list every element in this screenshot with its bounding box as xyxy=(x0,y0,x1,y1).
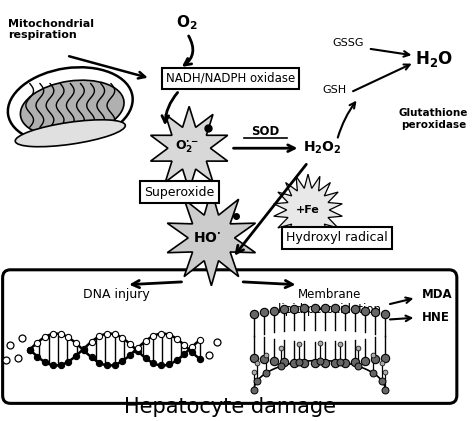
Text: Superoxide: Superoxide xyxy=(145,186,215,199)
Text: Hydroxyl radical: Hydroxyl radical xyxy=(286,232,388,245)
Text: $\mathbf{O_2^{\bullet -}}$: $\mathbf{O_2^{\bullet -}}$ xyxy=(175,138,199,155)
Text: GSSG: GSSG xyxy=(333,37,365,48)
Text: SOD: SOD xyxy=(251,125,280,138)
Text: $\mathbf{O_2}$: $\mathbf{O_2}$ xyxy=(176,13,198,32)
Text: $\mathbf{H_2O}$: $\mathbf{H_2O}$ xyxy=(415,48,453,69)
FancyBboxPatch shape xyxy=(3,270,457,403)
Text: Glutathione
peroxidase: Glutathione peroxidase xyxy=(399,108,468,130)
Ellipse shape xyxy=(15,120,125,147)
Polygon shape xyxy=(274,174,342,246)
Text: $\mathbf{H_2O_2}$: $\mathbf{H_2O_2}$ xyxy=(303,140,342,157)
Ellipse shape xyxy=(20,80,124,136)
Polygon shape xyxy=(151,107,228,190)
Ellipse shape xyxy=(8,67,133,144)
Text: Hepatocyte damage: Hepatocyte damage xyxy=(124,397,336,417)
Text: DNA injury: DNA injury xyxy=(83,288,150,301)
Text: GSH: GSH xyxy=(322,85,346,96)
Text: $\mathbf{HO^{\bullet}}$: $\mathbf{HO^{\bullet}}$ xyxy=(193,231,222,245)
Polygon shape xyxy=(167,190,255,286)
Text: Mitochondrial
respiration: Mitochondrial respiration xyxy=(9,19,94,40)
Text: +Fe: +Fe xyxy=(296,205,320,215)
Text: NADH/NADPH oxidase: NADH/NADPH oxidase xyxy=(166,72,295,85)
Text: Membrane
lipid peroxidation: Membrane lipid peroxidation xyxy=(278,288,381,316)
Text: HNE: HNE xyxy=(422,311,450,324)
Text: MDA: MDA xyxy=(422,288,453,301)
